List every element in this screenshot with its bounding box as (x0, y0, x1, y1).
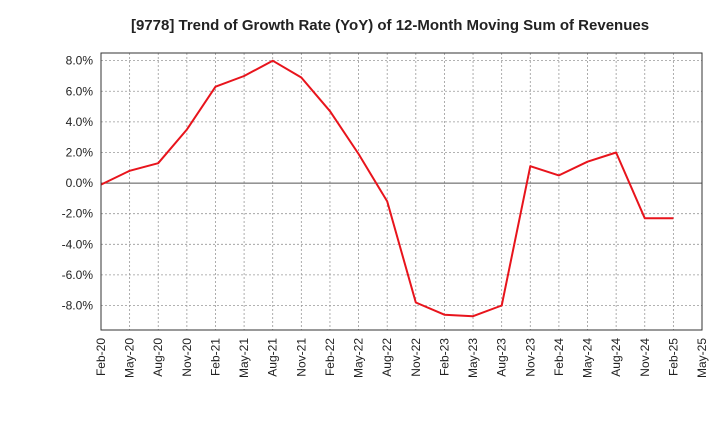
y-tick-label: 0.0% (66, 176, 94, 190)
x-tick-label: Aug-21 (266, 338, 280, 377)
y-tick-label: -2.0% (62, 207, 94, 221)
x-tick-label: May-23 (466, 338, 480, 378)
x-tick-label: Nov-21 (294, 338, 308, 377)
y-tick-label: 4.0% (66, 115, 94, 129)
y-tick-label: 6.0% (66, 84, 94, 98)
x-tick-label: May-22 (352, 338, 366, 378)
x-tick-label: Nov-24 (638, 338, 652, 377)
x-tick-label: Feb-25 (666, 338, 680, 376)
y-axis-ticks: 8.0% 6.0% 4.0% 2.0% 0.0% -2.0% -4.0% -6.0% -8.0% (62, 54, 94, 313)
x-tick-label: May-24 (581, 338, 595, 378)
x-tick-label: May-21 (237, 338, 251, 378)
x-tick-label: Feb-22 (323, 338, 337, 376)
y-tick-label: -4.0% (62, 237, 94, 251)
x-tick-label: Feb-24 (552, 338, 566, 376)
x-tick-label: Aug-24 (609, 338, 623, 377)
series-group (100, 59, 674, 318)
y-tick-label: 8.0% (66, 54, 94, 68)
x-tick-label: Aug-22 (380, 338, 394, 377)
y-tick-label: -8.0% (62, 299, 94, 313)
x-tick-label: Feb-20 (94, 338, 108, 376)
grid-lines (100, 53, 703, 330)
x-tick-label: May-20 (123, 338, 137, 378)
chart-title: [9778] Trend of Growth Rate (YoY) of 12-… (131, 17, 649, 34)
x-tick-label: Nov-22 (409, 338, 423, 377)
x-tick-label: Aug-20 (151, 338, 165, 377)
x-tick-label: Nov-20 (180, 338, 194, 377)
x-axis-ticks: Feb-20 May-20 Aug-20 Nov-20 Feb-21 May-21 Aug-… (94, 338, 709, 378)
y-tick-label: 2.0% (66, 145, 94, 159)
x-tick-label: Feb-23 (437, 338, 451, 376)
series-line (100, 59, 674, 318)
plot-frame (100, 52, 703, 331)
x-tick-label: Nov-23 (523, 338, 537, 377)
x-tick-label: May-25 (695, 338, 709, 378)
x-tick-label: Feb-21 (208, 338, 222, 376)
x-tick-label: Aug-23 (495, 338, 509, 377)
y-tick-label: -6.0% (62, 268, 94, 282)
